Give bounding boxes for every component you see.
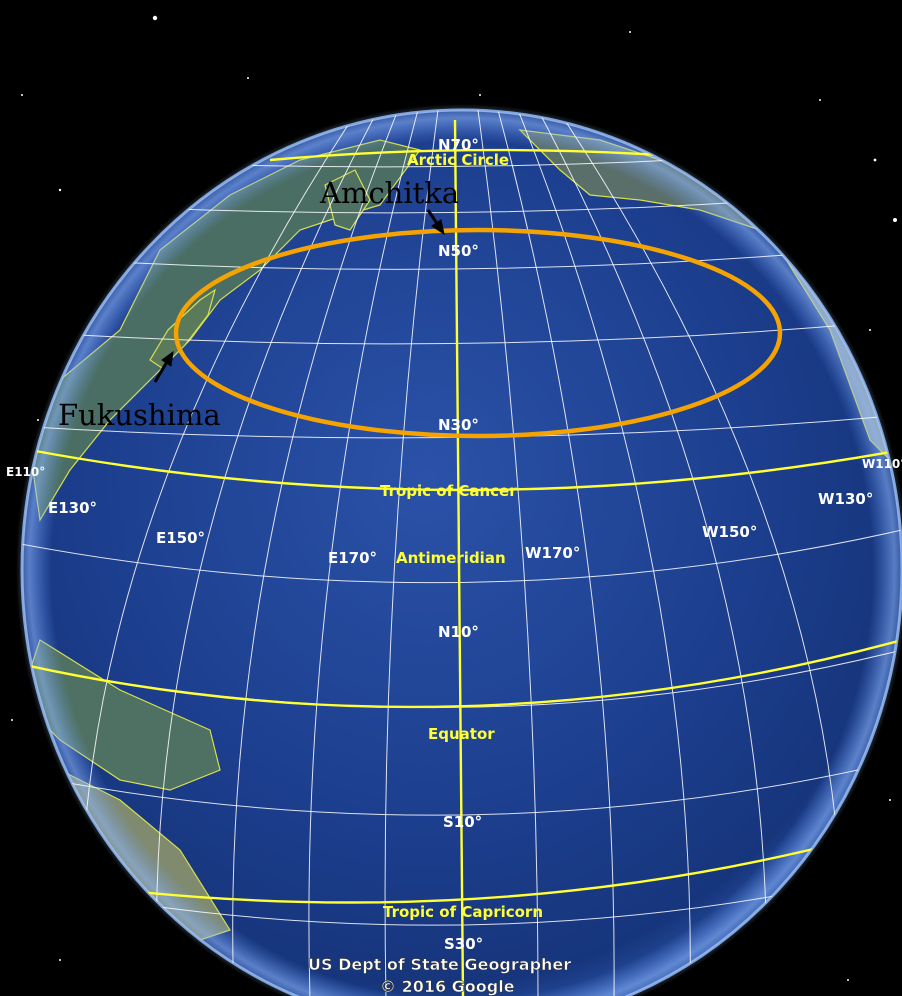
- credit-line-2: © 2016 Google: [380, 977, 515, 996]
- lon-label-w130: W130°: [818, 490, 873, 508]
- tropic-of-capricorn-line: [39, 838, 851, 904]
- meridian-line: [308, 110, 419, 996]
- lat-label-n30: N30°: [438, 416, 479, 434]
- meridian-line: [477, 110, 539, 996]
- arctic-circle-line: [269, 148, 661, 162]
- antimeridian-line: [453, 119, 465, 996]
- parallel-line: [22, 319, 902, 345]
- lon-label-w110: W110°: [862, 457, 902, 471]
- lon-label-e150: E150°: [156, 529, 205, 547]
- credit-line-1: US Dept of State Geographer: [308, 955, 571, 974]
- tropic-of-cancer-line: [29, 448, 902, 492]
- amchitka-arrow-icon: [426, 209, 445, 236]
- meridian-line: [497, 110, 615, 996]
- lon-label-w150: W150°: [702, 523, 757, 541]
- lon-label-e130: E130°: [48, 499, 97, 517]
- meridian-line: [384, 110, 439, 996]
- lon-label-e110: E110°: [6, 465, 45, 479]
- special-line-labels: Arctic Circle Tropic of Cancer Equator T…: [380, 151, 543, 921]
- meridian-line: [156, 110, 379, 996]
- map-credits: US Dept of State Geographer © 2016 Googl…: [308, 955, 572, 996]
- fukushima-label: Fukushima: [58, 398, 221, 432]
- tropic-of-capricorn-label: Tropic of Capricorn: [383, 903, 543, 921]
- lon-label-e170: E170°: [328, 549, 377, 567]
- meridian-line: [517, 110, 691, 996]
- antimeridian-label: Antimeridian: [396, 549, 506, 567]
- longitude-labels: E110° E130° E150° E170° W170° W150° W130…: [6, 457, 902, 567]
- parallel-line: [22, 759, 902, 816]
- equator-label: Equator: [428, 725, 495, 743]
- lat-label-n10: N10°: [438, 623, 479, 641]
- lat-label-n50: N50°: [438, 242, 479, 260]
- parallel-line: [22, 529, 902, 584]
- arctic-circle-label: Arctic Circle: [407, 151, 509, 169]
- star-field: [11, 15, 897, 981]
- lat-label-s30: S30°: [444, 935, 483, 953]
- highlight-ellipse: [173, 227, 783, 439]
- tropic-of-cancer-label: Tropic of Cancer: [380, 482, 517, 500]
- annotations: Amchitka Fukushima: [58, 176, 459, 432]
- lon-label-w170: W170°: [525, 544, 580, 562]
- lat-label-n70: N70°: [438, 136, 479, 154]
- latitude-labels: N70° N50° N30° N10° S10° S30°: [438, 136, 483, 953]
- fukushima-arrow-icon: [153, 350, 174, 383]
- lat-label-s10: S10°: [443, 813, 482, 831]
- amchitka-label: Amchitka: [319, 176, 459, 210]
- equator-line: [24, 638, 902, 709]
